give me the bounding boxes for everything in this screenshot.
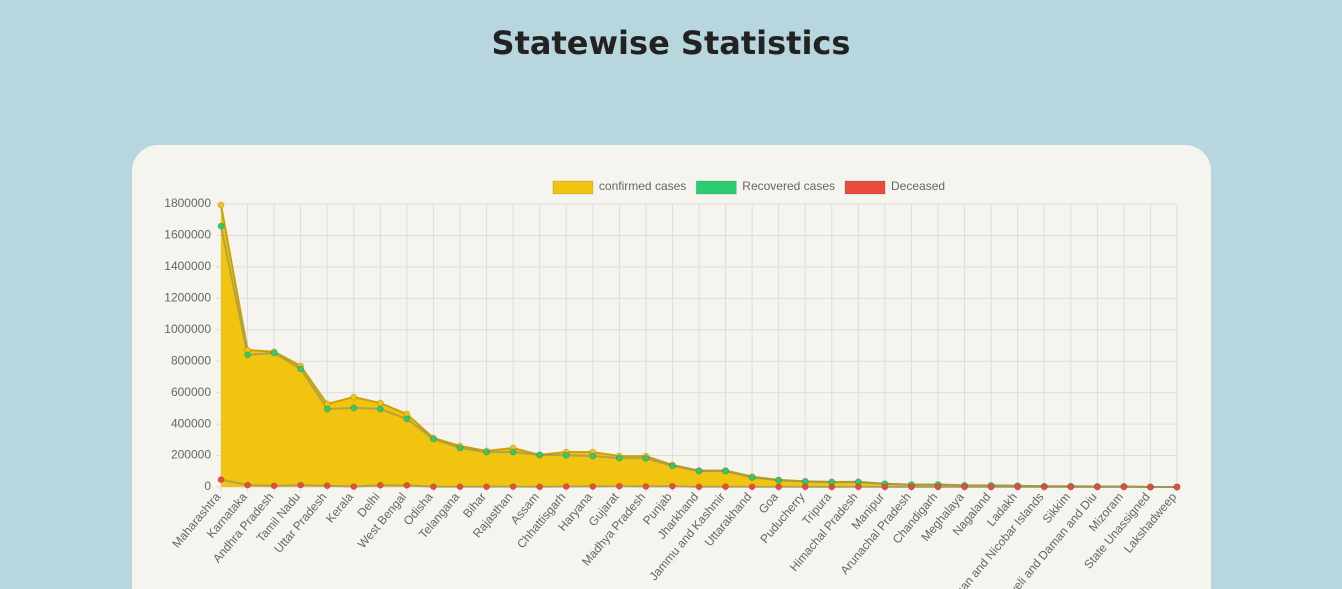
data-point [456,483,464,491]
data-point [350,393,358,401]
y-tick-label: 1800000 [164,196,211,210]
data-point [350,483,358,491]
y-tick-label: 1400000 [164,259,211,273]
data-point [1014,483,1022,491]
data-point [615,482,623,490]
legend-label: Deceased [891,179,945,193]
series-area [221,204,1177,487]
data-point [509,483,517,491]
data-point [589,483,597,491]
data-point [748,483,756,491]
data-point [642,483,650,491]
data-point [961,483,969,491]
data-point [429,435,437,443]
data-point [854,483,862,491]
data-point [217,222,225,230]
data-point [722,467,730,475]
data-point [376,399,384,407]
y-tick-label: 1600000 [164,228,211,242]
data-point [217,476,225,484]
legend-swatch [552,180,594,195]
data-point [695,467,703,475]
data-point [589,452,597,460]
data-point [642,454,650,462]
data-point [376,405,384,413]
legend-swatch [844,180,886,195]
data-point [934,483,942,491]
data-point [668,482,676,490]
page-title: Statewise Statistics [492,24,851,62]
legend-swatch [695,180,737,195]
data-point [350,404,358,412]
data-point [1173,483,1181,491]
data-point [1067,483,1075,491]
data-point [695,483,703,491]
y-tick-label: 800000 [171,353,211,367]
y-tick-label: 600000 [171,385,211,399]
legend-label: confirmed cases [599,179,686,193]
data-point [881,483,889,491]
data-point [801,483,809,491]
data-point [217,201,225,209]
data-point [244,481,252,489]
data-point [562,451,570,459]
y-tick-label: 200000 [171,448,211,462]
y-tick-label: 1000000 [164,322,211,336]
data-point [323,405,331,413]
data-point [244,351,252,359]
data-point [297,365,305,373]
data-point [775,483,783,491]
y-tick-label: 400000 [171,416,211,430]
data-point [722,483,730,491]
legend-label: Recovered cases [742,179,835,193]
data-point [483,483,491,491]
data-point [270,482,278,490]
data-point [536,483,544,491]
data-point [748,474,756,482]
data-point [323,482,331,490]
data-point [536,451,544,459]
data-point [483,448,491,456]
data-point [1093,483,1101,491]
data-point [775,476,783,484]
data-point [376,481,384,489]
data-point [907,483,915,491]
data-point [987,483,995,491]
data-point [828,483,836,491]
y-tick-label: 0 [204,479,211,493]
data-point [1040,483,1048,491]
data-point [1146,483,1154,491]
data-point [668,462,676,470]
data-point [1120,483,1128,491]
data-point [615,454,623,462]
data-point [403,481,411,489]
data-point [297,481,305,489]
data-point [429,483,437,491]
data-point [562,483,570,491]
data-point [509,448,517,456]
data-point [270,349,278,357]
data-point [456,444,464,452]
y-tick-label: 1200000 [164,291,211,305]
data-point [403,415,411,423]
